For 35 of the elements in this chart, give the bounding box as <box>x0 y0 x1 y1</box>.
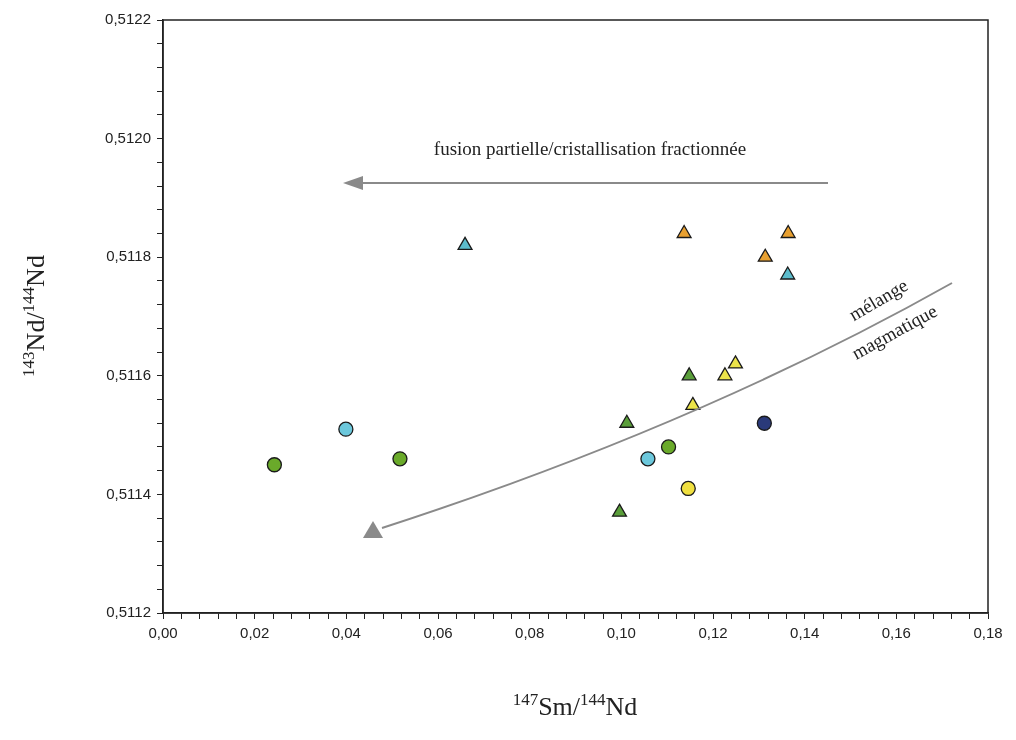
x-tick-label: 0,12 <box>698 624 728 642</box>
annotation: fusion partielle/cristallisation fractionnée <box>433 137 747 159</box>
point <box>685 396 701 411</box>
point <box>392 451 408 467</box>
y-tick-label: 0,5112 <box>106 603 151 621</box>
point <box>756 415 772 431</box>
x-tick-label: 0,04 <box>331 624 361 642</box>
point <box>457 236 473 250</box>
y-tick-label: 0,5118 <box>106 247 151 265</box>
x-tick-label: 0,08 <box>515 624 545 642</box>
x-tick-label: 0,14 <box>790 624 820 642</box>
x-axis-title: $^{147}$Sm/$^{144}$Nd <box>512 690 638 722</box>
point <box>619 414 635 428</box>
point <box>680 480 696 497</box>
y-tick-label: 0,5120 <box>105 128 151 146</box>
point <box>757 248 773 262</box>
x-tick-label: 0,00 <box>148 624 178 642</box>
x-tick-label: 0,18 <box>973 624 1003 642</box>
point <box>780 224 796 239</box>
x-tick-label: 0,06 <box>423 624 453 642</box>
point <box>676 224 692 239</box>
point <box>338 421 354 437</box>
x-tick-label: 0,16 <box>881 624 911 642</box>
point <box>780 266 796 280</box>
point <box>640 451 656 467</box>
x-tick-label: 0,02 <box>240 624 270 642</box>
point <box>660 439 677 455</box>
y-tick-label: 0,5122 <box>105 10 151 28</box>
point <box>681 367 697 381</box>
point <box>717 367 733 381</box>
point <box>266 457 283 473</box>
x-tick-label: 0,10 <box>606 624 636 642</box>
y-tick-label: 0,5116 <box>106 365 151 383</box>
y-tick-label: 0,5114 <box>106 484 151 502</box>
point <box>727 355 744 369</box>
